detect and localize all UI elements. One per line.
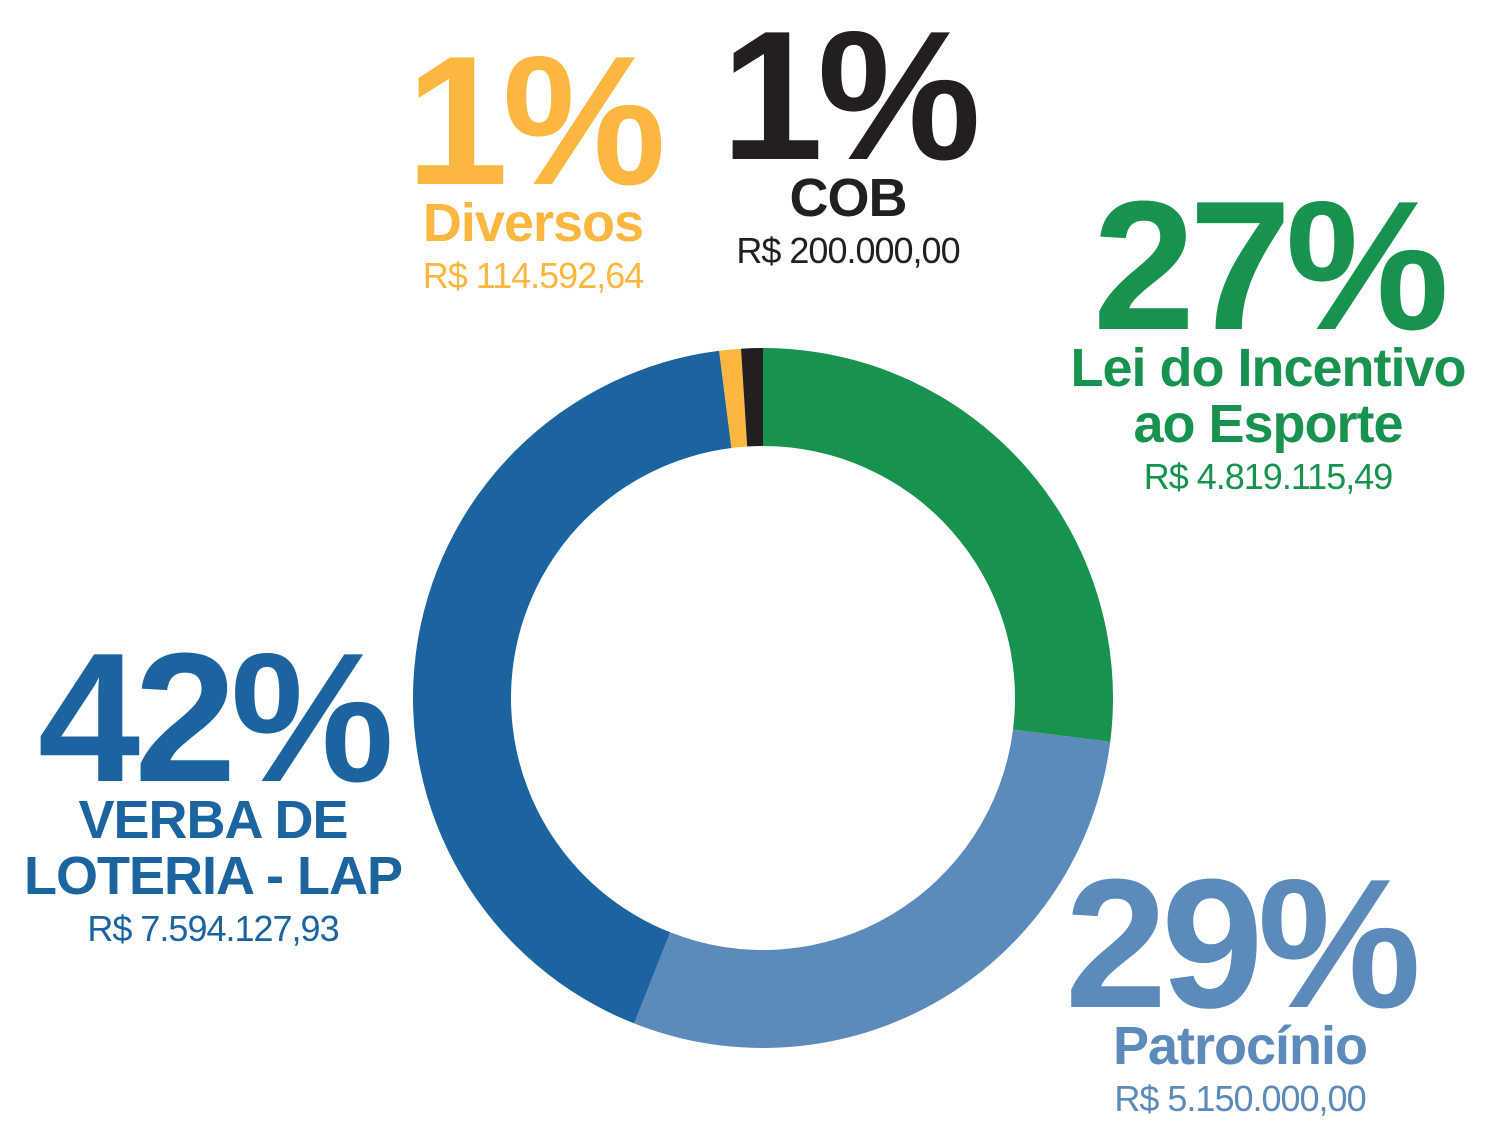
- amount-label: R$ 200.000,00: [736, 230, 960, 271]
- percent-label: 27%: [1092, 162, 1449, 368]
- amount-label: R$ 4.819.115,49: [1143, 456, 1394, 497]
- amount-label: R$ 114.592,64: [422, 255, 645, 296]
- amount-label: R$ 7.594.127,93: [87, 908, 339, 949]
- slice-label: 27% Lei do Incentivo ao Esporte R$ 4.819.1…: [1038, 162, 1488, 502]
- percent-label: 42%: [37, 614, 394, 820]
- slice: [741, 348, 763, 447]
- slice: [763, 348, 1113, 742]
- category-label: Diversos: [422, 193, 644, 253]
- slice-label: 42% VERBA DE LOTERIA - LAP R$ 7.594.127,93: [0, 614, 428, 954]
- slice-label: 1% COB R$ 200.000,00: [698, 0, 998, 276]
- slice: [634, 729, 1111, 1048]
- slice: [413, 350, 732, 1024]
- slice-label: 1% Diversos R$ 114.592,64: [383, 17, 683, 301]
- percent-label: 1%: [721, 0, 981, 198]
- category-label: COB: [789, 168, 908, 228]
- category-label: Patrocínio: [1112, 1016, 1368, 1076]
- percent-label: 29%: [1064, 840, 1421, 1046]
- percent-label: 1%: [406, 17, 666, 223]
- category-label: Lei do Incentivo ao Esporte: [1070, 338, 1466, 454]
- slice-label: 29% Patrocínio R$ 5.150.000,00: [1030, 840, 1450, 1124]
- category-label: VERBA DE LOTERIA - LAP: [24, 790, 403, 906]
- amount-label: R$ 5.150.000,00: [1114, 1078, 1366, 1119]
- slice: [719, 348, 748, 448]
